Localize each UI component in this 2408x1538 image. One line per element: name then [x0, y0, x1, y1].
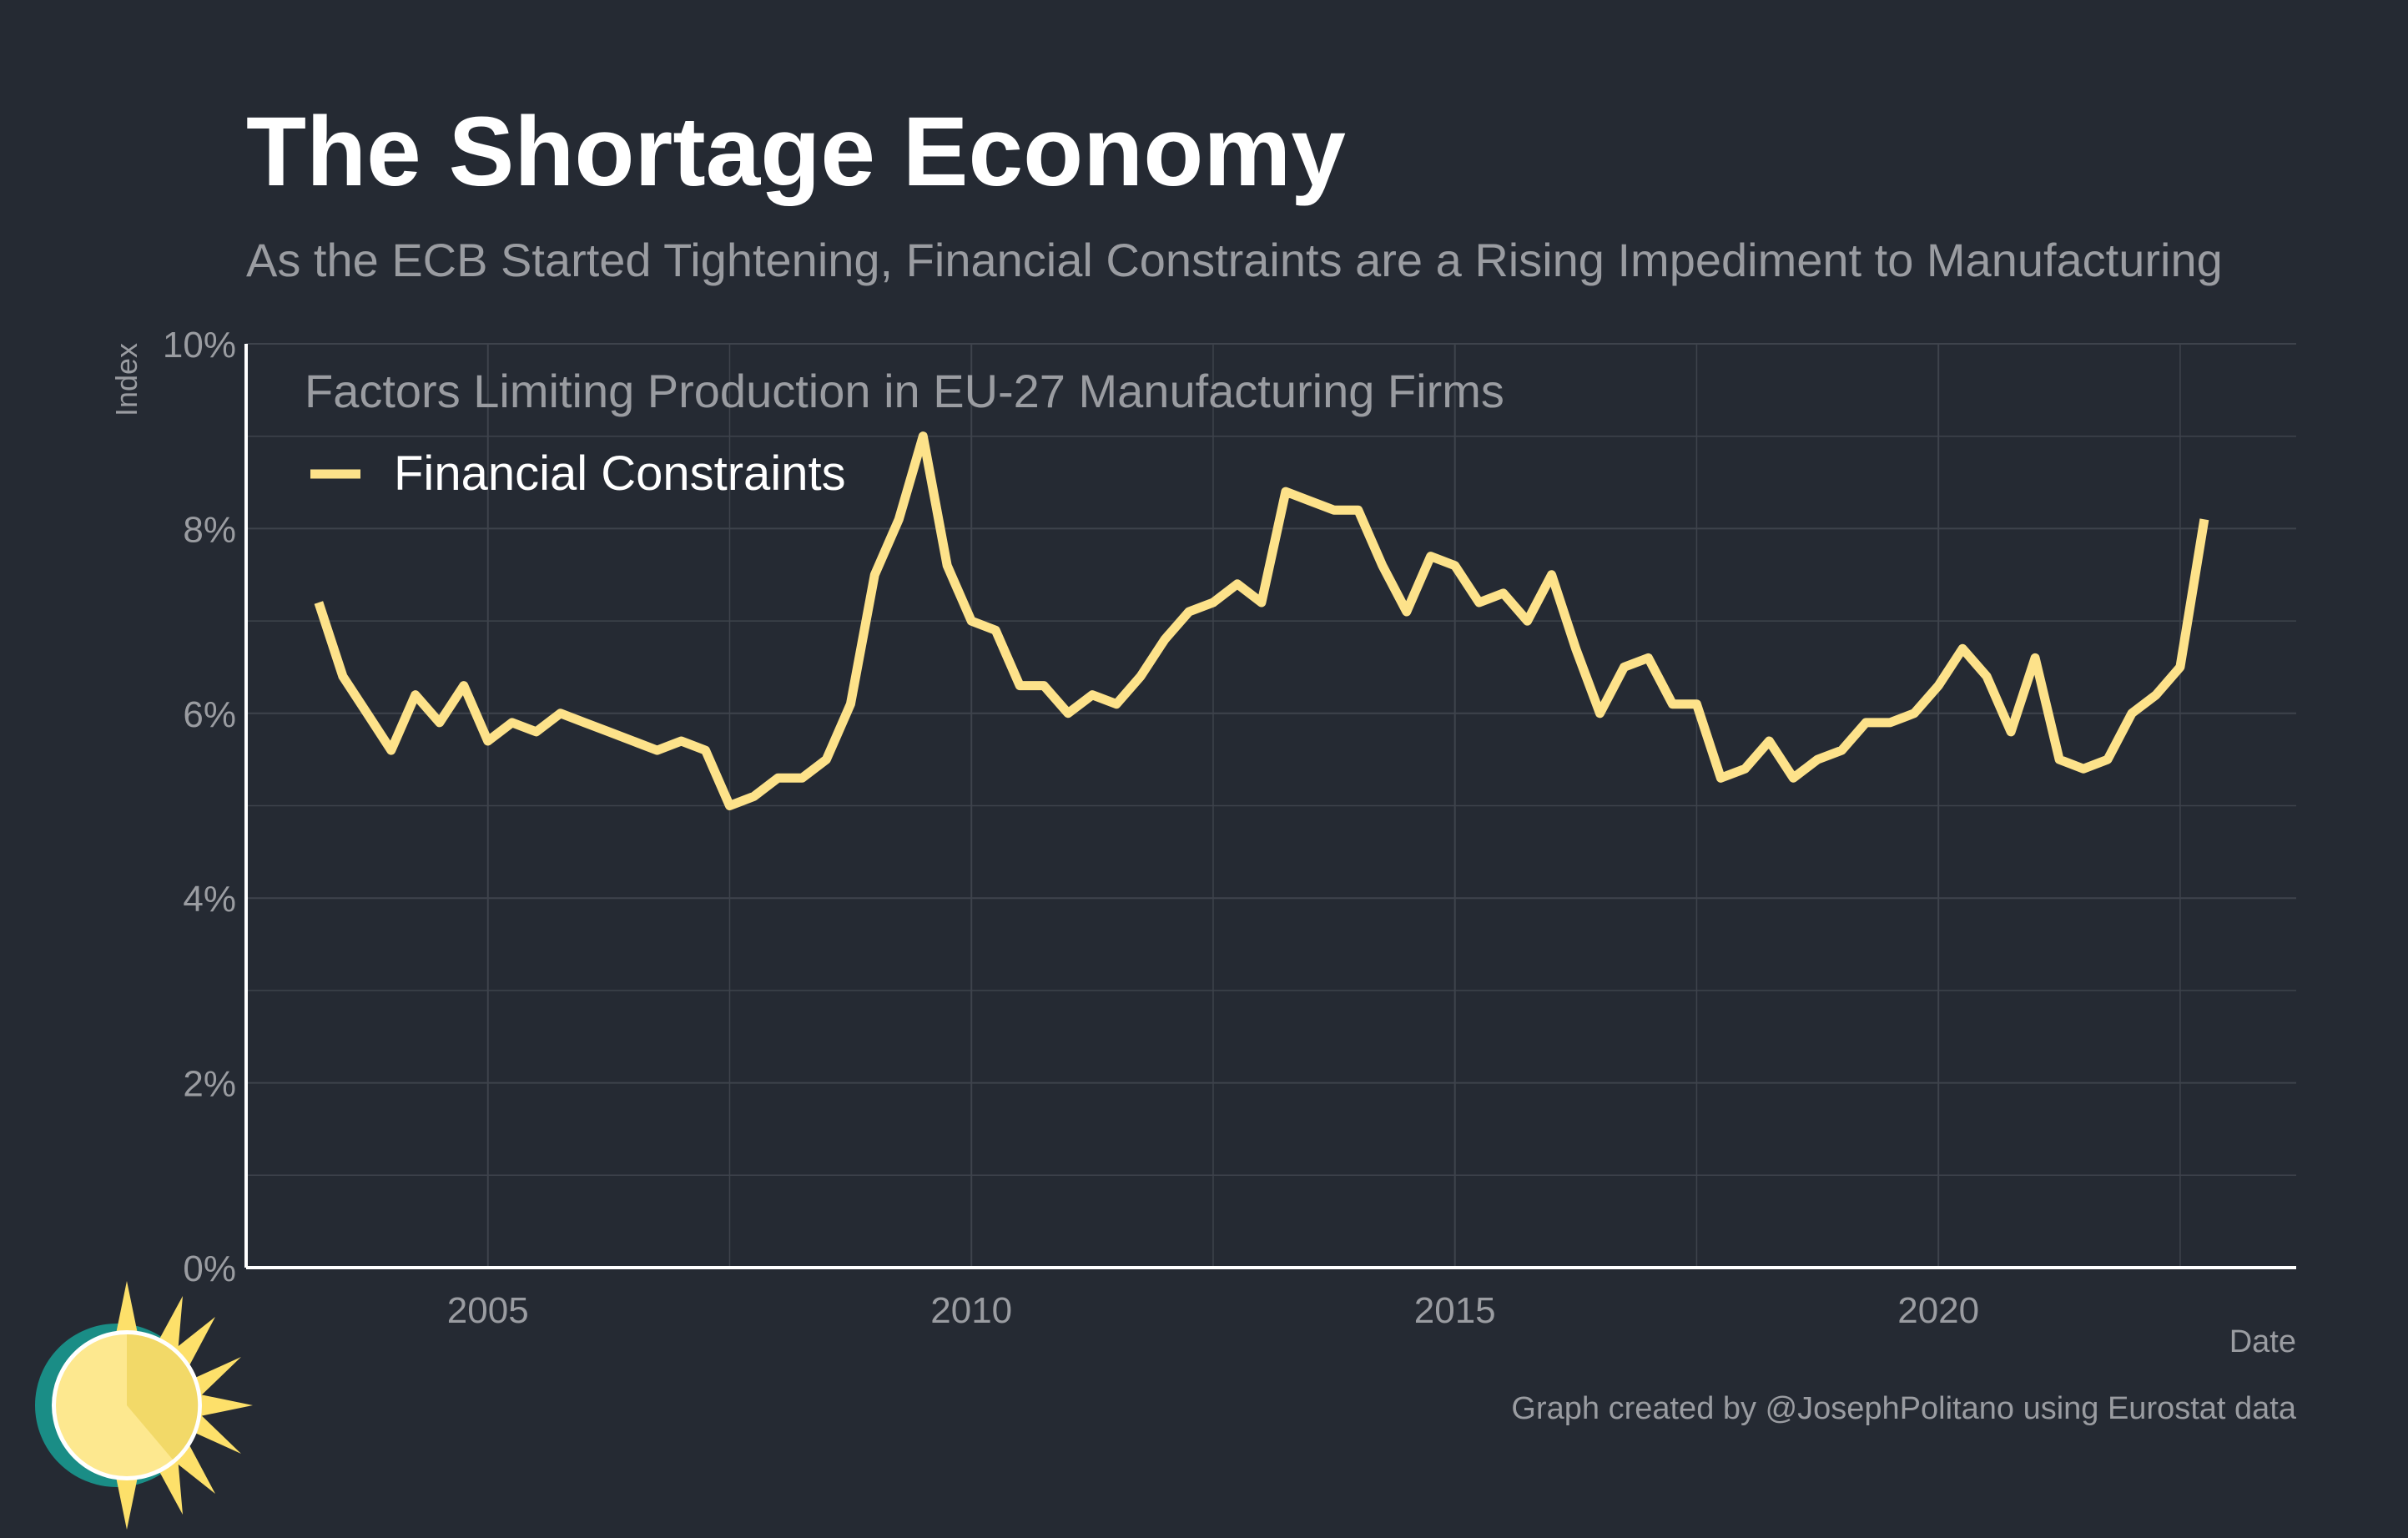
- y-tick-label: 6%: [183, 694, 236, 735]
- x-tick-label: 2015: [1414, 1290, 1496, 1331]
- y-tick-label: 4%: [183, 879, 236, 920]
- x-tick-label: 2020: [1897, 1290, 1979, 1331]
- page-subtitle: As the ECB Started Tightening, Financial…: [246, 234, 2223, 286]
- x-axis-title: Date: [2229, 1324, 2296, 1359]
- axes: [244, 344, 2296, 1269]
- x-tick-label: 2005: [447, 1290, 529, 1331]
- series-layer: [314, 431, 2209, 810]
- series-line-financial-constraints: [314, 431, 2209, 810]
- tick-labels: 0% 2% 4% 6% 8% 10% 2005 2010 2015 2020: [163, 325, 1979, 1331]
- y-tick-label: 8%: [183, 509, 236, 550]
- sun-logo-icon: [35, 1281, 253, 1530]
- y-tick-label: 10%: [163, 325, 236, 366]
- x-tick-label: 2010: [930, 1290, 1012, 1331]
- source-caption: Graph created by @JosephPolitano using E…: [1511, 1391, 2296, 1426]
- y-tick-label: 2%: [183, 1064, 236, 1105]
- y-tick-label: 0%: [183, 1248, 236, 1289]
- y-axis-title: Index: [109, 343, 144, 416]
- legend-label: Financial Constraints: [394, 446, 846, 501]
- chart-title: Factors Limiting Production in EU-27 Man…: [305, 365, 1504, 417]
- legend: Financial Constraints: [310, 446, 846, 501]
- page-title: The Shortage Economy: [246, 97, 1346, 207]
